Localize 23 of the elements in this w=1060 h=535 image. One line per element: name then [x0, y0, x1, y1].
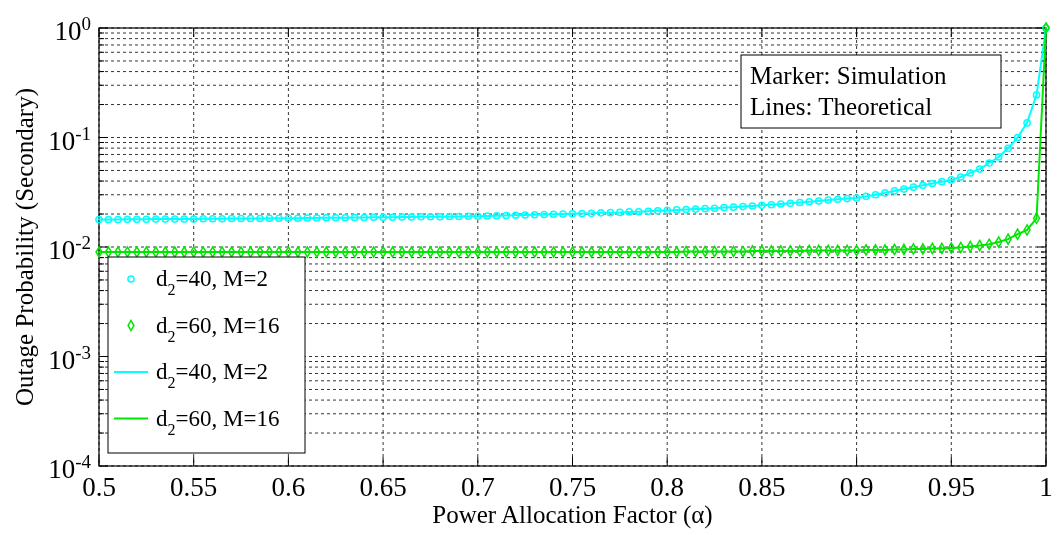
x-tick-label: 0.7 — [460, 472, 495, 502]
y-tick-label: 10$^{-1}$ — [48, 122, 91, 156]
legend-label: d$_{2}$=60, M=16 — [156, 312, 280, 344]
note-box: Marker: Simulation Lines: Theoretical — [740, 54, 1002, 129]
legend-label: d$_{2}$=40, M=2 — [156, 266, 268, 298]
y-tick-label: 10$^{-2}$ — [48, 231, 91, 265]
x-tick-label: 0.65 — [359, 472, 407, 502]
x-tick-label: 0.55 — [170, 472, 218, 502]
y-axis-title: Outage Probability (Secondary) — [11, 88, 39, 406]
x-tick-label: 0.95 — [927, 472, 975, 502]
x-tick-label: 1 — [1039, 472, 1053, 502]
y-tick-label: 10$^{0}$ — [54, 12, 91, 46]
x-tick-label: 0.85 — [738, 472, 786, 502]
x-axis-title: Power Allocation Factor (α) — [432, 501, 713, 529]
x-tick-label: 0.8 — [650, 472, 685, 502]
x-tick-label: 0.6 — [271, 472, 306, 502]
annotation: Marker: Simulation — [750, 62, 947, 89]
x-tick-label: 0.75 — [548, 472, 597, 502]
legend-label: d$_{2}$=40, M=2 — [156, 359, 268, 391]
legend-label: d$_{2}$=60, M=16 — [156, 405, 280, 437]
y-tick-label: 10$^{-3}$ — [48, 341, 91, 375]
x-tick-label: 0.9 — [839, 472, 874, 502]
annotation: Lines: Theoretical — [750, 93, 933, 120]
